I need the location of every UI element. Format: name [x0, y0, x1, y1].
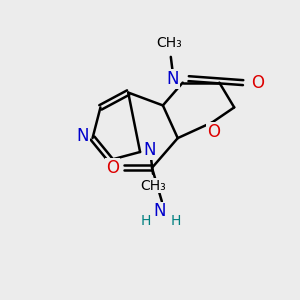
Text: O: O: [207, 123, 220, 141]
Text: H: H: [141, 214, 151, 228]
Text: CH₃: CH₃: [156, 36, 182, 50]
Text: N: N: [144, 141, 156, 159]
Text: N: N: [167, 70, 179, 88]
Text: N: N: [154, 202, 166, 220]
Text: H: H: [171, 214, 181, 228]
Text: N: N: [76, 127, 89, 145]
Text: CH₃: CH₃: [140, 179, 166, 193]
Text: O: O: [106, 159, 119, 177]
Text: O: O: [251, 74, 265, 92]
